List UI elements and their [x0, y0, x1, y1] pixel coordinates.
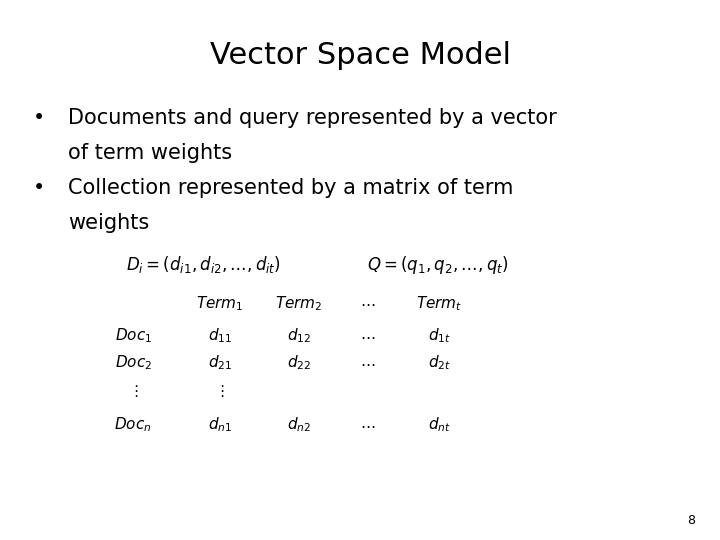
- Text: $\ldots$: $\ldots$: [359, 294, 375, 309]
- Text: $\vdots$: $\vdots$: [128, 383, 138, 400]
- Text: weights: weights: [68, 213, 150, 233]
- Text: $Q = (q_1, q_2, \ldots, q_t)$: $Q = (q_1, q_2, \ldots, q_t)$: [367, 254, 509, 276]
- Text: Collection represented by a matrix of term: Collection represented by a matrix of te…: [68, 178, 514, 198]
- Text: Documents and query represented by a vector: Documents and query represented by a vec…: [68, 108, 557, 128]
- Text: $d_{21}$: $d_{21}$: [207, 354, 232, 373]
- Text: $d_{12}$: $d_{12}$: [287, 327, 311, 346]
- Text: $\mathit{Doc}_2$: $\mathit{Doc}_2$: [114, 354, 152, 373]
- Text: of term weights: of term weights: [68, 143, 233, 163]
- Text: 8: 8: [687, 514, 695, 526]
- Text: $d_{2t}$: $d_{2t}$: [428, 354, 451, 373]
- Text: $\mathit{Doc}_n$: $\mathit{Doc}_n$: [114, 416, 152, 435]
- Text: $\mathit{Term}_t$: $\mathit{Term}_t$: [416, 294, 462, 313]
- Text: $d_{11}$: $d_{11}$: [207, 327, 232, 346]
- Text: $\mathit{Doc}_1$: $\mathit{Doc}_1$: [114, 327, 152, 346]
- Text: $d_{n2}$: $d_{n2}$: [287, 416, 311, 435]
- Text: •: •: [32, 108, 45, 128]
- Text: $\mathit{Term}_2$: $\mathit{Term}_2$: [275, 294, 323, 313]
- Text: •: •: [32, 178, 45, 198]
- Text: $d_{n1}$: $d_{n1}$: [207, 416, 232, 435]
- Text: $\mathit{Term}_1$: $\mathit{Term}_1$: [196, 294, 243, 313]
- Text: $d_{22}$: $d_{22}$: [287, 354, 311, 373]
- Text: Vector Space Model: Vector Space Model: [210, 40, 510, 70]
- Text: $\vdots$: $\vdots$: [215, 383, 225, 400]
- Text: $\ldots$: $\ldots$: [359, 327, 375, 342]
- Text: $d_{1t}$: $d_{1t}$: [428, 327, 451, 346]
- Text: $\ldots$: $\ldots$: [359, 354, 375, 369]
- Text: $D_i = (d_{i1}, d_{i2}, \ldots, d_{it})$: $D_i = (d_{i1}, d_{i2}, \ldots, d_{it})$: [126, 254, 281, 275]
- Text: $\ldots$: $\ldots$: [359, 416, 375, 431]
- Text: $d_{nt}$: $d_{nt}$: [428, 416, 451, 435]
